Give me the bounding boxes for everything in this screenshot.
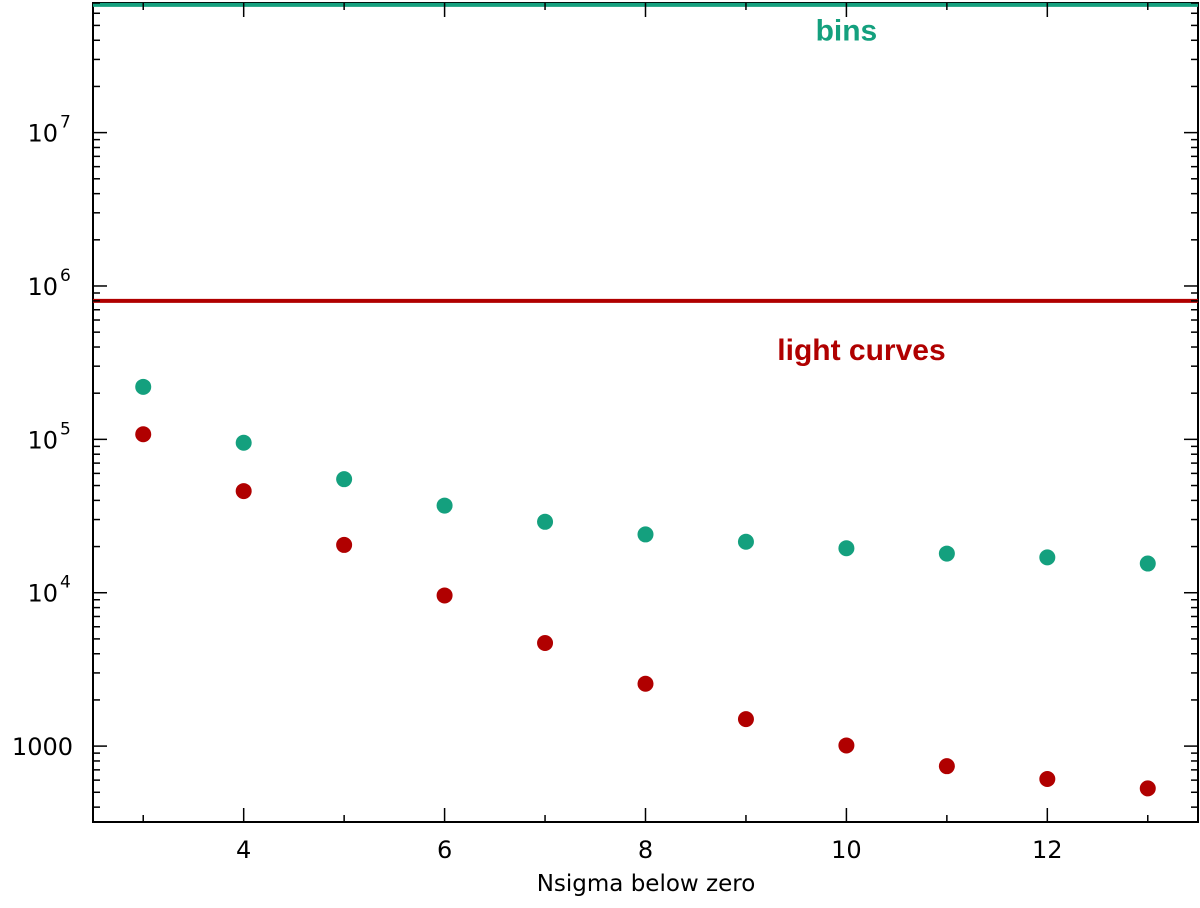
data-point-bins [537,513,554,530]
y-tick-exponent: 4 [60,573,71,593]
data-point-light-curves [737,711,754,728]
y-tick-exponent: 7 [60,113,71,133]
data-point-light-curves [1139,780,1156,797]
plot-area [92,2,1199,823]
y-tick-label: 10 [27,273,58,301]
x-tick-label: 12 [1032,836,1063,864]
data-point-light-curves [1039,771,1056,788]
annotation-bins: bins [816,14,878,47]
data-point-light-curves [637,675,654,692]
data-point-light-curves [838,737,855,754]
x-tick-label: 4 [236,836,251,864]
y-tick-label: 1000 [12,733,73,761]
data-point-bins [1139,555,1156,572]
plot-frame [92,2,1199,823]
y-tick-exponent: 5 [60,419,71,439]
x-axis: 4 6 8 10 12 [142,3,1149,864]
data-point-bins [135,378,152,395]
data-point-bins [235,434,252,451]
data-point-light-curves [436,587,453,604]
y-tick-label: 10 [27,426,58,454]
data-point-bins [336,471,353,488]
data-point-bins [938,545,955,562]
data-point-bins [436,497,453,514]
data-point-light-curves [135,426,152,443]
data-point-bins [637,526,654,543]
y-tick-label: 10 [27,580,58,608]
annotation-light-curves: light curves [777,334,945,367]
x-tick-label: 6 [437,836,452,864]
x-axis-label: Nsigma below zero [537,871,756,897]
series-bins [135,378,1156,572]
y-tick-label: 10 [27,120,58,148]
reference-lines [93,2,1198,303]
data-point-light-curves [537,635,554,652]
annotations: bins light curves [777,14,945,367]
data-point-bins [838,540,855,557]
x-tick-label: 8 [638,836,653,864]
y-tick-exponent: 6 [60,266,71,286]
data-point-light-curves [938,758,955,775]
data-point-bins [737,533,754,550]
data-point-light-curves [235,483,252,500]
data-points [135,378,1156,797]
data-point-bins [1039,549,1056,566]
x-tick-label: 10 [831,836,862,864]
data-point-light-curves [336,536,353,553]
series-light-curves [135,426,1156,797]
